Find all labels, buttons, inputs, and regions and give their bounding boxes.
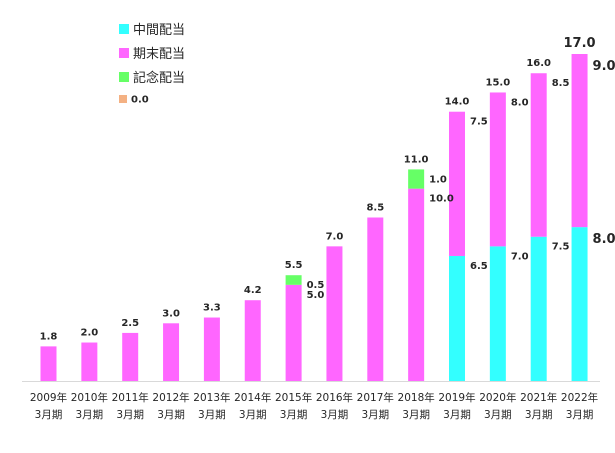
bar-segment-8-1 bbox=[367, 217, 384, 381]
x-tick-year-8: 2017年 bbox=[357, 391, 394, 404]
x-tick-period-4: 3月期 bbox=[198, 409, 226, 421]
bar-segment-6-2 bbox=[285, 275, 302, 285]
bar-segment-2-1 bbox=[122, 332, 139, 381]
bar-segment-1-1 bbox=[81, 342, 98, 381]
total-label-9: 11.0 bbox=[404, 154, 429, 165]
legend-swatch-3 bbox=[119, 95, 127, 103]
segment-label-9: 7.5 bbox=[552, 242, 570, 253]
x-tick-period-12: 3月期 bbox=[525, 409, 553, 421]
x-tick-year-2: 2011年 bbox=[112, 391, 149, 404]
total-label-12: 16.0 bbox=[526, 58, 551, 69]
segment-label-5: 6.5 bbox=[470, 261, 488, 272]
segment-label-2: 1.0 bbox=[429, 174, 447, 185]
legend-label-1: 期末配当 bbox=[133, 47, 185, 62]
bar-segment-9-2 bbox=[408, 169, 425, 189]
bar-segment-6-1 bbox=[285, 284, 302, 381]
x-tick-period-9: 3月期 bbox=[402, 409, 430, 421]
x-tick-year-9: 2018年 bbox=[398, 391, 435, 404]
bar-segment-9-1 bbox=[408, 188, 425, 381]
chart-bars bbox=[40, 54, 588, 381]
x-tick-year-7: 2016年 bbox=[316, 391, 353, 404]
legend-label-3: 0.0 bbox=[131, 95, 149, 106]
x-tick-year-12: 2021年 bbox=[520, 391, 557, 404]
bar-segment-5-1 bbox=[244, 300, 261, 381]
legend-label-2: 記念配当 bbox=[133, 70, 185, 86]
bar-segment-12-1 bbox=[530, 73, 547, 237]
total-label-0: 1.8 bbox=[40, 331, 58, 342]
total-label-13: 17.0 bbox=[564, 36, 596, 51]
x-axis-tick-labels: 2009年 3月期 2010年 3月期 2011年 3月期 2012年 3月期 2013年 3月期… bbox=[30, 391, 598, 421]
x-tick-year-5: 2014年 bbox=[234, 391, 271, 404]
total-label-8: 8.5 bbox=[366, 203, 384, 214]
x-tick-period-2: 3月期 bbox=[116, 409, 144, 421]
x-tick-period-7: 3月期 bbox=[321, 409, 349, 421]
x-tick-year-0: 2009年 bbox=[30, 391, 67, 404]
segment-label-7: 7.0 bbox=[511, 251, 529, 262]
x-tick-period-10: 3月期 bbox=[443, 409, 471, 421]
bar-segment-3-1 bbox=[163, 323, 180, 381]
legend-swatch-1 bbox=[119, 48, 129, 58]
segment-label-8: 8.5 bbox=[552, 78, 570, 89]
x-tick-year-13: 2022年 bbox=[561, 391, 598, 404]
segment-label-6: 8.0 bbox=[511, 97, 529, 108]
x-tick-year-4: 2013年 bbox=[193, 391, 230, 404]
x-tick-period-5: 3月期 bbox=[239, 409, 267, 421]
total-label-4: 3.3 bbox=[203, 303, 221, 314]
x-tick-period-3: 3月期 bbox=[157, 409, 185, 421]
x-tick-year-6: 2015年 bbox=[275, 391, 312, 404]
segment-label-10: 9.0 bbox=[593, 59, 615, 74]
segment-label-1: 5.0 bbox=[307, 290, 325, 301]
x-tick-period-6: 3月期 bbox=[280, 409, 308, 421]
x-tick-year-3: 2012年 bbox=[152, 391, 189, 404]
bar-segment-10-1 bbox=[449, 111, 465, 256]
segment-label-0: 0.5 bbox=[307, 280, 325, 291]
total-label-3: 3.0 bbox=[162, 308, 180, 319]
bar-segment-12-0 bbox=[530, 236, 547, 381]
bar-segment-7-1 bbox=[326, 246, 343, 381]
total-label-10: 14.0 bbox=[445, 97, 470, 108]
bar-segment-4-1 bbox=[203, 317, 220, 381]
bar-segment-13-0 bbox=[571, 227, 588, 381]
chart-data-labels: 1.8 2.0 2.5 3.0 3.3 4.2 5.5 7.0 8.5 11.0 14.0 15.0 1… bbox=[40, 36, 615, 342]
legend-swatch-2 bbox=[119, 72, 129, 82]
segment-label-3: 10.0 bbox=[429, 194, 454, 205]
total-label-1: 2.0 bbox=[80, 328, 98, 339]
x-tick-period-1: 3月期 bbox=[76, 409, 104, 421]
legend-swatch-0 bbox=[119, 24, 129, 34]
total-label-11: 15.0 bbox=[486, 77, 511, 88]
segment-label-4: 7.5 bbox=[470, 117, 488, 128]
x-tick-year-11: 2020年 bbox=[479, 391, 516, 404]
x-tick-period-0: 3月期 bbox=[35, 409, 63, 421]
bar-segment-11-1 bbox=[489, 92, 506, 247]
segment-label-11: 8.0 bbox=[593, 232, 615, 247]
x-tick-period-13: 3月期 bbox=[566, 409, 594, 421]
total-label-7: 7.0 bbox=[326, 231, 344, 242]
bar-segment-0-1 bbox=[40, 346, 57, 381]
bar-segment-10-0 bbox=[449, 255, 465, 381]
bar-segment-13-1 bbox=[571, 54, 588, 228]
total-label-6: 5.5 bbox=[285, 260, 303, 271]
total-label-5: 4.2 bbox=[244, 285, 262, 296]
x-tick-year-1: 2010年 bbox=[71, 391, 108, 404]
total-label-2: 2.5 bbox=[121, 318, 139, 329]
x-tick-year-10: 2019年 bbox=[438, 391, 475, 404]
x-tick-period-8: 3月期 bbox=[361, 409, 389, 421]
bar-segment-11-0 bbox=[489, 246, 506, 381]
legend-label-0: 中間配当 bbox=[133, 23, 185, 38]
x-tick-period-11: 3月期 bbox=[484, 409, 512, 421]
